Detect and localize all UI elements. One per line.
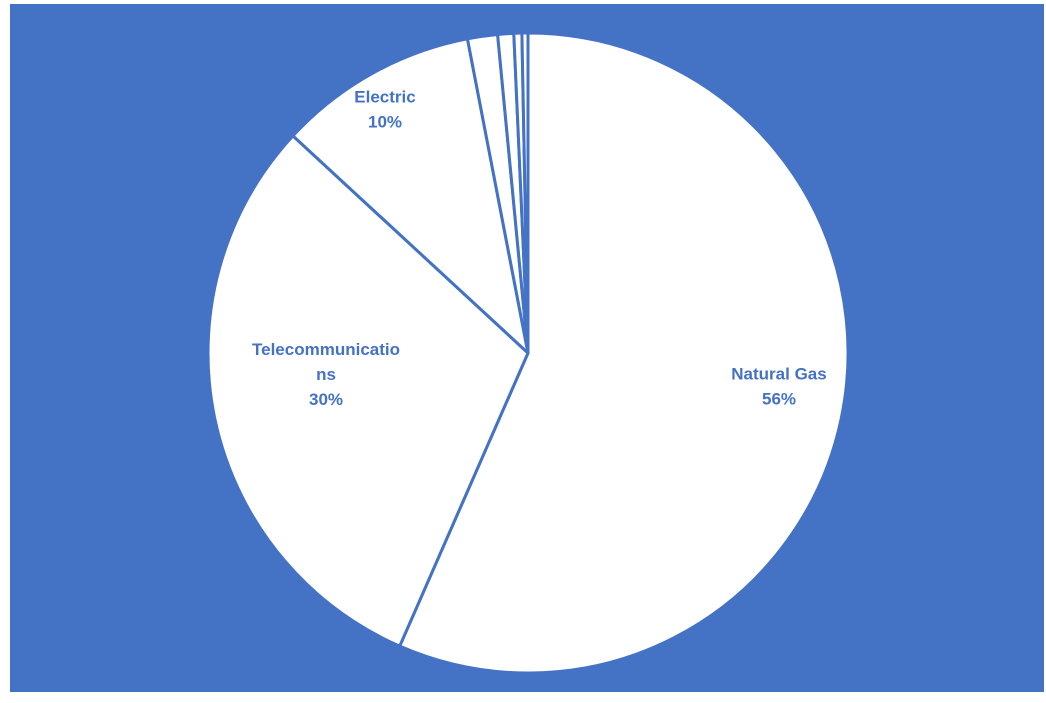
data-label-line: 10% — [368, 113, 402, 132]
data-label-line: Electric — [354, 88, 415, 107]
data-label-line: 56% — [762, 390, 796, 409]
data-label-electric: Electric 10% — [354, 88, 415, 132]
data-label-telecommunications: Telecommunicatio ns 30% — [252, 340, 400, 409]
data-label-line: Natural Gas — [731, 365, 826, 384]
data-label-line: Telecommunicatio — [252, 340, 400, 359]
data-label-line: 30% — [309, 390, 343, 409]
pie-slice-natural-gas[interactable] — [398, 31, 850, 675]
data-label-line: ns — [316, 365, 336, 384]
pie-slice-other-4[interactable] — [520, 31, 530, 355]
pie-slice-electric[interactable] — [291, 37, 530, 355]
chart-area: Natural Gas 56% Telecommunicatio ns 30% Elect… — [10, 4, 1044, 692]
pie-chart: Natural Gas 56% Telecommunicatio ns 30% Elect… — [10, 4, 1044, 692]
data-label-natural-gas: Natural Gas 56% — [731, 365, 826, 409]
pie-slice-telecommunications[interactable] — [206, 134, 530, 648]
